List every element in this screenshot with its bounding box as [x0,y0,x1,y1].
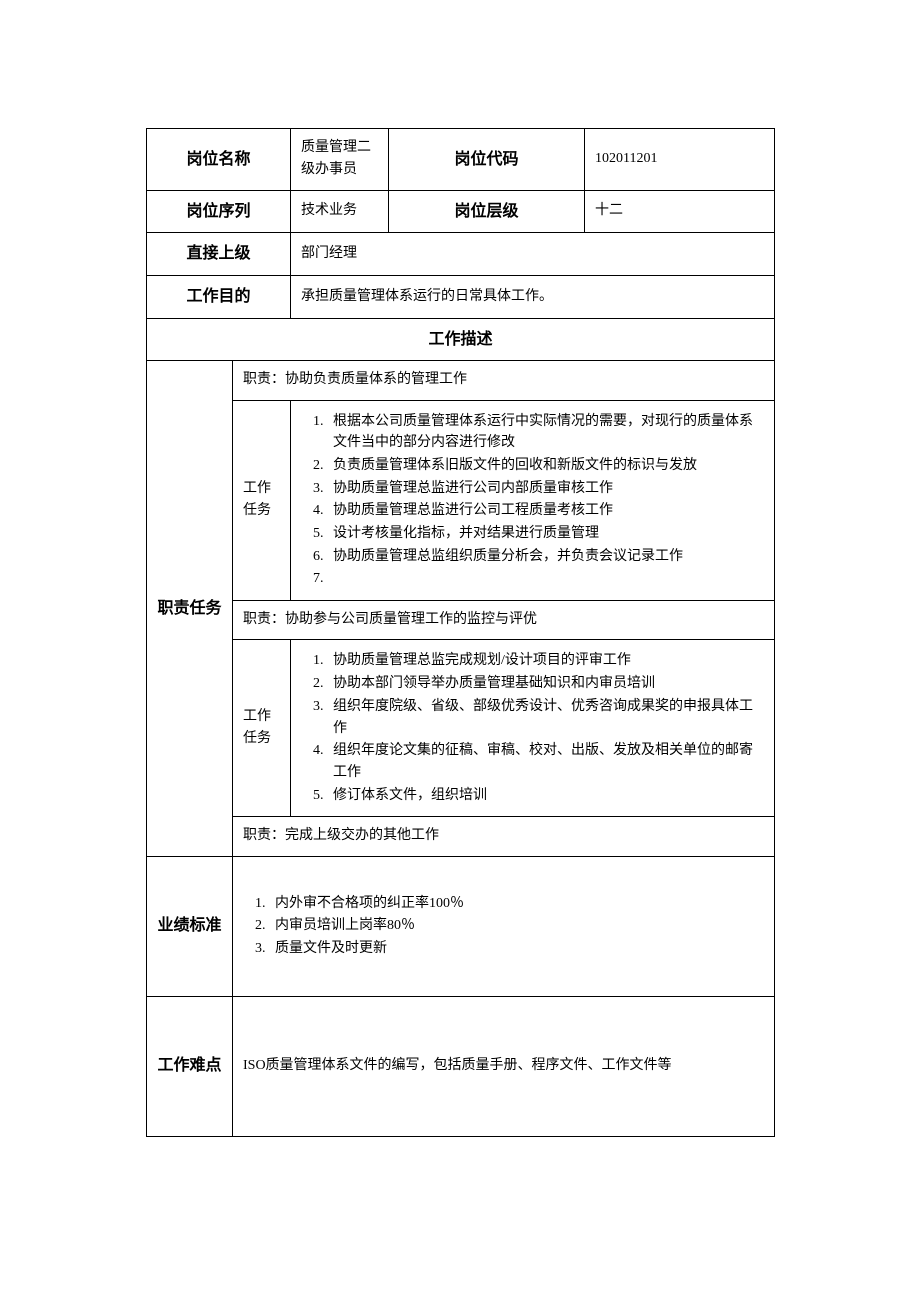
list-item: 内外审不合格项的纠正率100％ [269,893,764,915]
list-item: 协助质量管理总监进行公司内部质量审核工作 [327,478,764,500]
row-position-name: 岗位名称 质量管理二级办事员 岗位代码 102011201 [147,129,775,191]
row-duty3-label: 职责：完成上级交办的其他工作 [147,817,775,856]
list-item: 内审员培训上岗率80％ [269,915,764,937]
label-direct-superior: 直接上级 [147,233,291,276]
list-item: 质量文件及时更新 [269,938,764,960]
list-item: 组织年度论文集的征稿、审稿、校对、出版、发放及相关单位的邮寄工作 [327,740,764,783]
value-position-name: 质量管理二级办事员 [291,129,389,191]
label-difficulty: 工作难点 [147,996,233,1136]
value-position-code: 102011201 [585,129,775,191]
duty2-label: 职责：协助参与公司质量管理工作的监控与评优 [233,601,775,640]
row-difficulty: 工作难点 ISO质量管理体系文件的编写，包括质量手册、程序文件、工作文件等 [147,996,775,1136]
document-page: 岗位名称 质量管理二级办事员 岗位代码 102011201 岗位序列 技术业务 … [0,0,920,1302]
label-work-objective: 工作目的 [147,275,291,318]
row-duty2-label: 职责：协助参与公司质量管理工作的监控与评优 [147,601,775,640]
row-duty1-tasks: 工作任务 根据本公司质量管理体系运行中实际情况的需要，对现行的质量体系文件当中的… [147,400,775,601]
list-item: 根据本公司质量管理体系运行中实际情况的需要，对现行的质量体系文件当中的部分内容进… [327,411,764,454]
list-item: 组织年度院级、省级、部级优秀设计、优秀咨询成果奖的申报具体工作 [327,696,764,739]
duty2-task-items: 协助质量管理总监完成规划/设计项目的评审工作协助本部门领导举办质量管理基础知识和… [291,640,775,817]
job-description-table: 岗位名称 质量管理二级办事员 岗位代码 102011201 岗位序列 技术业务 … [146,128,775,1137]
value-position-series: 技术业务 [291,190,389,233]
row-job-description-header: 工作描述 [147,318,775,361]
duty1-label: 职责：协助负责质量体系的管理工作 [233,361,775,400]
list-item [327,568,764,590]
value-difficulty: ISO质量管理体系文件的编写，包括质量手册、程序文件、工作文件等 [233,996,775,1136]
value-position-level: 十二 [585,190,775,233]
row-direct-superior: 直接上级 部门经理 [147,233,775,276]
list-item: 设计考核量化指标，并对结果进行质量管理 [327,523,764,545]
row-performance: 业绩标准 内外审不合格项的纠正率100％内审员培训上岗率80％质量文件及时更新 [147,856,775,996]
list-item: 负责质量管理体系旧版文件的回收和新版文件的标识与发放 [327,455,764,477]
duty3-label: 职责：完成上级交办的其他工作 [233,817,775,856]
list-item: 协助质量管理总监完成规划/设计项目的评审工作 [327,650,764,672]
list-item: 协助质量管理总监组织质量分析会，并负责会议记录工作 [327,546,764,568]
label-position-name: 岗位名称 [147,129,291,191]
label-duties: 职责任务 [147,361,233,856]
label-performance: 业绩标准 [147,856,233,996]
label-position-code: 岗位代码 [389,129,585,191]
duty1-task-items: 根据本公司质量管理体系运行中实际情况的需要，对现行的质量体系文件当中的部分内容进… [291,400,775,601]
list-item: 修订体系文件，组织培训 [327,785,764,807]
label-position-series: 岗位序列 [147,190,291,233]
list-item: 协助质量管理总监进行公司工程质量考核工作 [327,500,764,522]
row-duty1-label: 职责任务 职责：协助负责质量体系的管理工作 [147,361,775,400]
row-position-series: 岗位序列 技术业务 岗位层级 十二 [147,190,775,233]
row-work-objective: 工作目的 承担质量管理体系运行的日常具体工作。 [147,275,775,318]
job-description-title: 工作描述 [147,318,775,361]
list-item: 协助本部门领导举办质量管理基础知识和内审员培训 [327,673,764,695]
value-direct-superior: 部门经理 [291,233,775,276]
row-duty2-tasks: 工作任务 协助质量管理总监完成规划/设计项目的评审工作协助本部门领导举办质量管理… [147,640,775,817]
duty2-task-label: 工作任务 [233,640,291,817]
label-position-level: 岗位层级 [389,190,585,233]
duty1-task-label: 工作任务 [233,400,291,601]
performance-items: 内外审不合格项的纠正率100％内审员培训上岗率80％质量文件及时更新 [233,856,775,996]
value-work-objective: 承担质量管理体系运行的日常具体工作。 [291,275,775,318]
